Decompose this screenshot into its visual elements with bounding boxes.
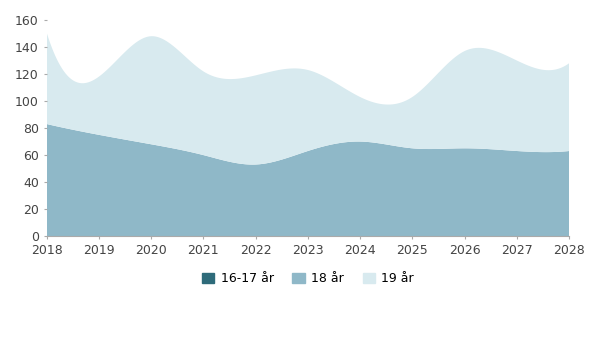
Legend: 16-17 år, 18 år, 19 år: 16-17 år, 18 år, 19 år xyxy=(197,267,419,290)
